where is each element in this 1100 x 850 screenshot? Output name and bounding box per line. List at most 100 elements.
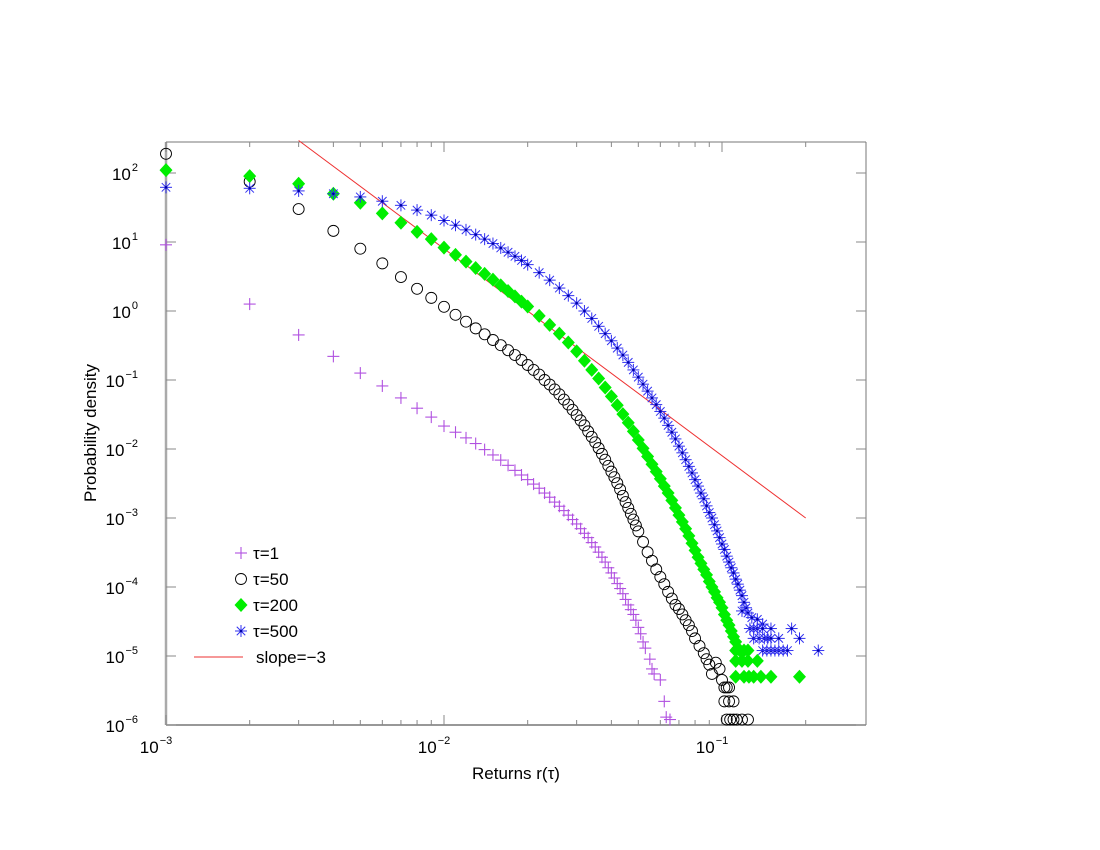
- circle-marker: [376, 257, 389, 270]
- plus-marker: [589, 540, 602, 553]
- diamond-marker: [792, 669, 806, 684]
- star-marker: [502, 246, 515, 259]
- circle-marker: [548, 383, 561, 396]
- star-marker: [425, 209, 438, 222]
- star-marker: [632, 371, 645, 384]
- circle-marker: [327, 224, 340, 237]
- circle-marker: [578, 419, 591, 432]
- circle-marker: [713, 662, 726, 675]
- star-marker: [729, 573, 742, 586]
- plus-marker: [478, 443, 491, 456]
- data-series: [159, 147, 825, 726]
- plus-marker: [543, 491, 556, 504]
- circle-marker: [624, 507, 637, 520]
- diamond-marker: [729, 669, 743, 684]
- diamond-marker: [501, 283, 515, 298]
- plus-marker: [425, 411, 438, 424]
- plus-marker: [643, 653, 656, 666]
- circle-marker: [611, 477, 624, 490]
- circle-marker: [716, 673, 728, 686]
- circle-marker: [627, 513, 640, 526]
- circle-marker: [727, 713, 740, 726]
- plus-marker: [627, 608, 640, 621]
- star-marker: [449, 219, 462, 232]
- diamond-marker: [469, 260, 483, 275]
- circle-marker: [478, 328, 491, 341]
- y-tick-label: 101: [112, 231, 138, 253]
- circle-marker: [543, 378, 556, 391]
- diamond-marker: [394, 215, 408, 230]
- legend-entry: τ=200: [234, 596, 298, 615]
- diamond-marker: [410, 224, 424, 239]
- diamond-marker: [478, 266, 492, 281]
- star-marker: [641, 385, 654, 398]
- circle-marker: [605, 465, 618, 478]
- y-tick-label: 102: [112, 162, 138, 184]
- circle-marker: [718, 681, 731, 694]
- series-3: [160, 181, 825, 657]
- plus-marker: [619, 593, 632, 606]
- circle-marker: [460, 315, 472, 328]
- circle-marker: [425, 291, 438, 304]
- x-tick-label: 10−3: [140, 735, 172, 757]
- diamond-marker: [459, 254, 473, 269]
- circle-marker: [354, 242, 367, 255]
- plus-marker: [639, 642, 652, 655]
- star-marker: [469, 228, 482, 241]
- circle-marker: [676, 608, 689, 621]
- star-marker: [494, 241, 507, 254]
- star-marker: [735, 589, 748, 602]
- star-marker: [669, 432, 682, 445]
- circle-marker: [632, 525, 645, 538]
- star-marker: [785, 622, 798, 635]
- circle-marker: [662, 585, 675, 598]
- plus-marker: [608, 572, 621, 585]
- star-marker: [327, 187, 340, 200]
- star-marker: [627, 363, 640, 376]
- plus-marker: [611, 577, 624, 590]
- plus-marker: [632, 621, 645, 634]
- circle-marker: [742, 713, 754, 726]
- x-tick-label: 10−2: [418, 735, 450, 757]
- plus-marker: [515, 468, 528, 481]
- series-0: [160, 238, 676, 726]
- circle-marker: [736, 713, 748, 726]
- plus-marker: [411, 402, 424, 415]
- star-marker: [515, 254, 528, 267]
- star-marker: [562, 289, 575, 302]
- diamond-marker: [552, 326, 566, 341]
- diamond-marker: [424, 232, 438, 247]
- star-marker: [622, 356, 635, 369]
- legend-entry: τ=500: [235, 622, 298, 641]
- circle-marker: [689, 632, 702, 645]
- plus-marker: [629, 614, 642, 627]
- diamond-marker: [521, 299, 535, 314]
- plus-marker: [624, 603, 637, 616]
- star-marker: [235, 625, 247, 637]
- star-marker: [376, 195, 389, 208]
- star-marker: [727, 566, 740, 579]
- circle-marker: [720, 713, 733, 726]
- star-marker: [738, 596, 751, 609]
- circle-marker: [723, 695, 735, 708]
- plus-marker: [469, 437, 482, 450]
- star-marker: [713, 531, 726, 544]
- plus-marker: [605, 566, 618, 579]
- circle-marker: [727, 695, 740, 708]
- plus-marker: [622, 598, 635, 611]
- star-marker: [772, 632, 785, 645]
- circle-marker: [724, 713, 737, 726]
- diamond-marker: [610, 398, 624, 413]
- plus-marker: [235, 547, 247, 559]
- star-marker: [533, 266, 546, 279]
- circle-marker: [292, 203, 305, 216]
- star-marker: [781, 644, 794, 657]
- star-marker: [645, 391, 658, 404]
- star-marker: [723, 556, 736, 569]
- circle-marker: [469, 322, 482, 335]
- circle-marker: [650, 563, 663, 576]
- plus-marker: [460, 431, 473, 444]
- diamond-marker: [585, 362, 599, 377]
- plus-marker: [508, 464, 521, 477]
